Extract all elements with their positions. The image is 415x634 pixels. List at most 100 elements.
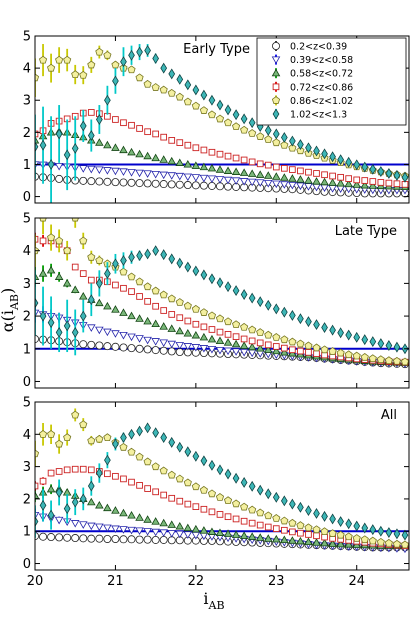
data-point — [160, 62, 168, 74]
data-point — [104, 268, 111, 280]
data-point — [71, 496, 79, 508]
legend-item: 0.39<z<0.58 — [271, 54, 353, 66]
data-point — [143, 535, 152, 544]
data-point — [328, 347, 337, 355]
data-point — [71, 465, 79, 473]
data-point — [176, 257, 184, 269]
data-point — [143, 515, 152, 523]
data-point — [128, 428, 135, 440]
data-point — [280, 173, 289, 181]
data-point — [87, 109, 95, 116]
data-point — [159, 322, 168, 330]
data-point — [272, 303, 280, 315]
data-point — [104, 470, 111, 478]
data-point — [160, 432, 168, 443]
data-point — [111, 143, 120, 151]
y-tick-label: 3 — [23, 94, 31, 109]
data-point — [183, 160, 193, 168]
data-point — [79, 236, 88, 245]
data-point — [159, 466, 168, 475]
data-point — [313, 145, 320, 157]
data-point — [159, 346, 168, 355]
data-point — [255, 533, 265, 541]
data-point — [95, 523, 104, 532]
data-point — [192, 450, 200, 462]
data-point — [207, 527, 217, 535]
data-point — [312, 525, 321, 534]
data-point — [103, 301, 112, 310]
data-point — [55, 174, 64, 183]
data-point — [288, 337, 297, 346]
data-point — [223, 529, 233, 537]
data-point — [288, 536, 297, 544]
y-tick-label: 4 — [23, 244, 31, 259]
data-point — [344, 532, 353, 541]
data-point — [152, 488, 159, 496]
data-point — [223, 496, 233, 505]
data-point — [63, 320, 71, 332]
data-point — [167, 520, 177, 528]
data-point — [87, 177, 96, 186]
data-point — [328, 539, 337, 547]
data-point — [200, 323, 208, 331]
data-point — [207, 345, 217, 354]
data-point — [192, 84, 200, 96]
data-point — [159, 290, 168, 299]
data-point — [168, 311, 176, 318]
data-point — [321, 148, 328, 160]
data-point — [136, 293, 143, 300]
data-point — [47, 469, 55, 477]
x-tick-label: 21 — [107, 574, 124, 589]
data-point — [216, 328, 224, 336]
data-point — [313, 508, 320, 519]
data-point — [328, 178, 337, 186]
legend-item: 0.72<z<0.86 — [272, 81, 353, 93]
data-point — [215, 493, 225, 501]
y-tick-label: 1 — [23, 525, 31, 540]
series-6 — [35, 422, 409, 541]
data-point — [184, 79, 192, 91]
data-point — [296, 339, 305, 348]
data-point — [119, 535, 128, 544]
data-point — [120, 432, 127, 443]
data-point — [239, 341, 249, 349]
data-point — [313, 350, 320, 358]
data-point — [281, 344, 288, 352]
data-point — [215, 528, 225, 536]
data-point — [71, 218, 79, 222]
data-point — [272, 491, 280, 503]
data-point — [223, 347, 233, 356]
data-point — [224, 468, 232, 480]
data-point — [256, 521, 264, 529]
data-point — [344, 540, 353, 548]
data-point — [143, 345, 152, 354]
data-point — [39, 532, 48, 541]
data-point — [288, 174, 297, 182]
data-point — [95, 47, 104, 56]
data-point — [79, 534, 88, 543]
data-point — [35, 130, 39, 138]
data-point — [135, 452, 144, 461]
data-point — [119, 508, 128, 517]
legend-marker — [272, 83, 280, 91]
data-point — [175, 326, 185, 335]
data-point — [35, 135, 40, 144]
data-point — [119, 343, 128, 352]
data-point — [336, 530, 345, 539]
data-point — [167, 530, 177, 538]
data-point — [119, 526, 128, 534]
data-point — [231, 530, 241, 538]
legend-marker — [271, 42, 280, 51]
data-point — [167, 470, 176, 479]
data-point — [255, 179, 265, 187]
data-point — [152, 427, 159, 439]
legend: 0.2<z<0.39 0.39<z<0.58 0.58<z<0.72 0.72<z<0… — [256, 37, 407, 126]
data-point — [112, 116, 119, 123]
data-point — [224, 513, 232, 521]
data-point — [305, 349, 312, 356]
data-point — [143, 151, 152, 160]
data-point — [369, 524, 377, 536]
data-point — [272, 346, 281, 355]
data-point — [353, 176, 361, 184]
data-point — [63, 246, 72, 255]
